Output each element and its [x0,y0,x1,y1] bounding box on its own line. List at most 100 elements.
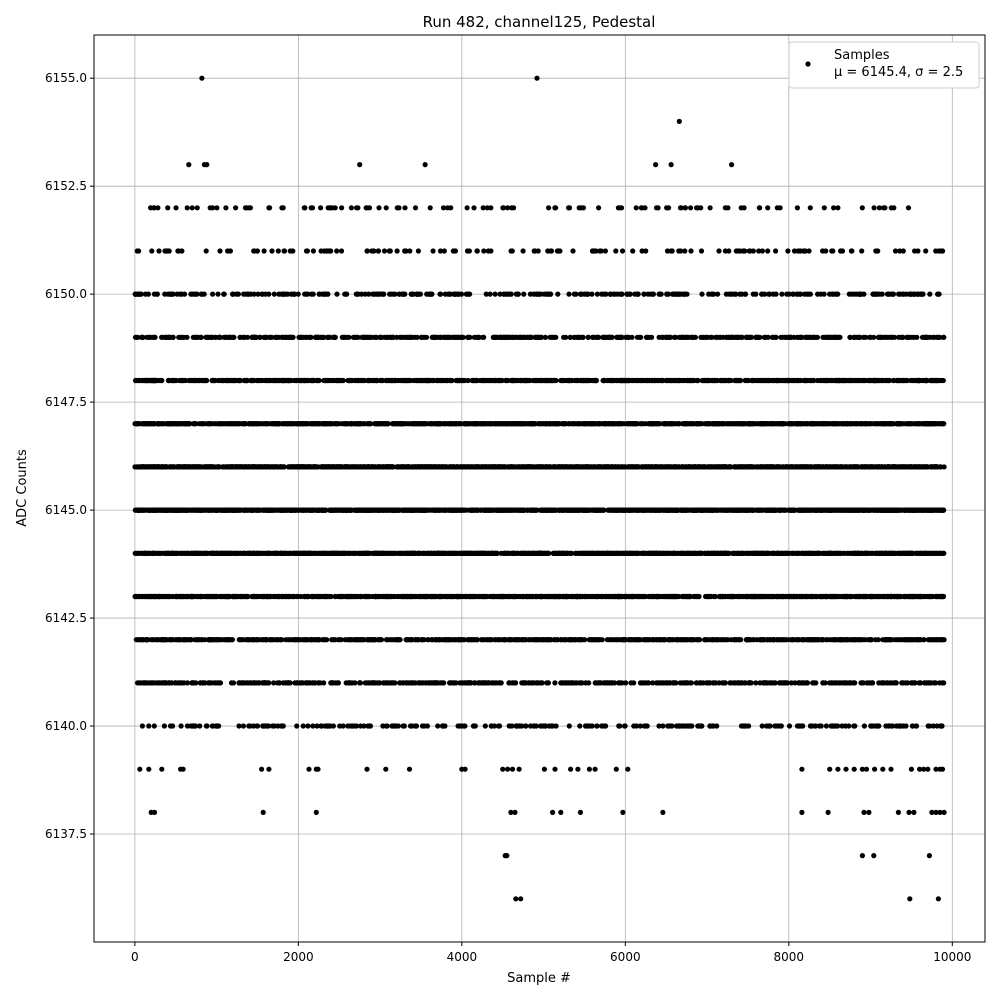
data-point [852,723,858,729]
data-point [834,637,840,643]
data-point [915,637,922,643]
data-point [521,637,527,643]
data-point [424,550,431,556]
data-point [513,680,519,686]
data-point [409,680,415,686]
data-point [398,550,404,556]
data-point [712,550,719,556]
data-point [314,723,320,729]
data-point [909,637,915,643]
data-point [303,680,309,686]
data-point [925,766,931,772]
data-point [315,766,321,772]
data-point [842,593,848,600]
data-point [454,550,460,556]
data-point [552,680,558,686]
data-point [659,550,665,556]
data-point [592,766,598,772]
data-point [910,723,916,729]
data-point [869,680,876,686]
data-point [851,680,857,686]
data-point [506,723,512,729]
data-point [773,723,779,729]
data-point [414,593,420,600]
data-point [676,118,682,124]
data-point [216,723,222,729]
data-point [644,550,651,556]
data-point [804,680,811,686]
data-point [283,550,289,556]
data-point [435,723,441,729]
data-point [504,853,510,859]
data-point [884,680,890,686]
data-point [558,809,564,816]
data-point [519,723,525,729]
data-point [778,723,784,729]
data-point [577,723,583,729]
data-point [389,680,396,686]
data-point [498,680,504,686]
data-point [694,593,700,600]
data-point [465,637,471,643]
data-point [510,550,516,556]
data-point [480,593,486,600]
data-point [693,680,699,686]
data-point [685,550,691,556]
data-point [186,162,192,168]
data-point [561,550,567,556]
data-point [937,680,943,686]
data-point [307,637,314,643]
data-point [437,637,443,643]
data-point [602,680,608,686]
data-point [278,550,284,556]
data-point [927,637,934,643]
data-point [668,162,674,168]
data-point [546,723,552,729]
data-point [237,637,243,643]
data-point [930,593,936,600]
data-point [839,723,845,729]
data-point [462,723,468,729]
data-point [474,637,480,643]
data-point [364,680,370,686]
data-point [867,637,874,643]
data-point [586,593,593,600]
data-point [741,680,747,686]
data-point [552,766,558,772]
data-point [777,593,784,600]
data-point [538,723,544,729]
data-point [216,680,222,686]
data-point [697,680,703,686]
data-point [649,593,656,600]
data-point [299,680,305,686]
data-point [566,723,572,729]
data-point [531,723,537,729]
data-point [759,723,765,729]
data-point [346,593,353,600]
data-point [921,637,927,643]
data-point [582,637,588,643]
data-point [260,809,266,816]
data-point [591,593,597,600]
data-point [347,550,353,556]
data-point [673,723,680,729]
data-point [260,550,266,556]
data-point [510,593,517,600]
data-point [236,680,242,686]
data-point [610,550,616,556]
data-point [205,637,212,643]
data-point [254,723,260,729]
data-point [560,680,566,686]
data-point [162,637,168,643]
data-point [853,593,859,600]
data-point [906,809,912,816]
data-point [432,550,438,556]
data-point [322,550,328,556]
data-point [679,550,686,556]
data-point [785,593,792,600]
data-point [696,637,702,643]
data-point [545,680,551,686]
data-point [240,550,246,556]
data-point [682,723,688,729]
data-point [346,680,352,686]
